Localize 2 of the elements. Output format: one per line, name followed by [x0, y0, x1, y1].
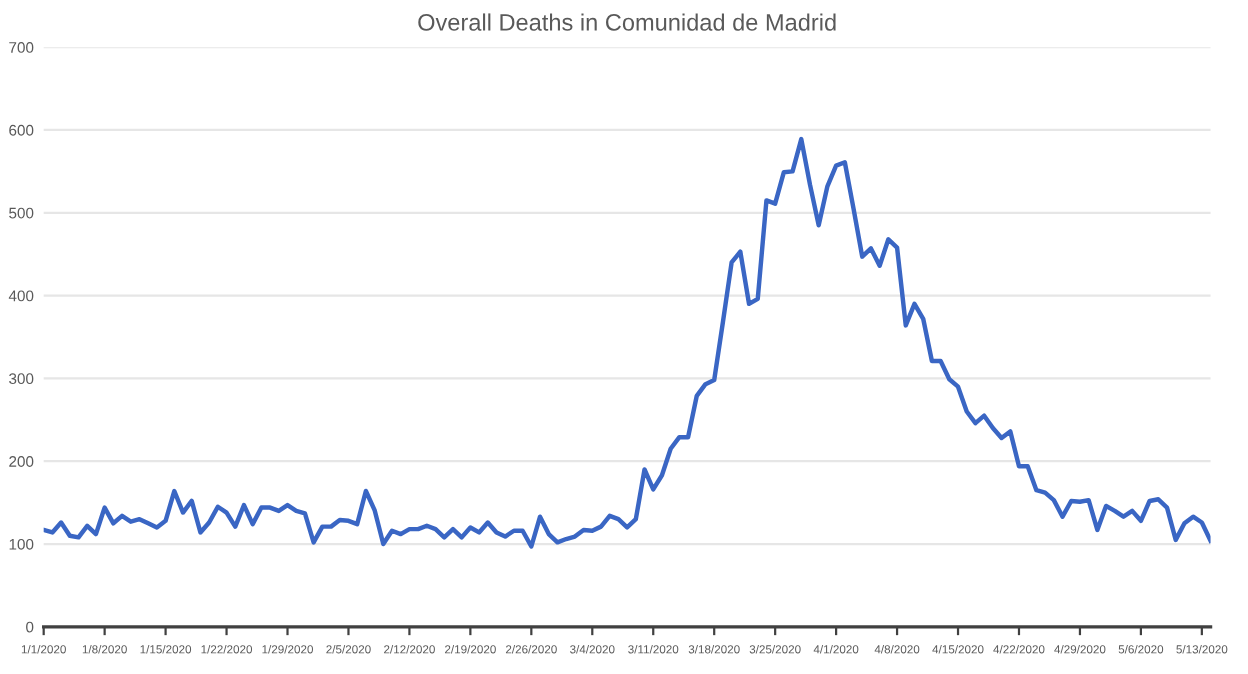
line-series: [43, 136, 1211, 549]
chart-title: Overall Deaths in Comunidad de Madrid: [418, 13, 836, 31]
